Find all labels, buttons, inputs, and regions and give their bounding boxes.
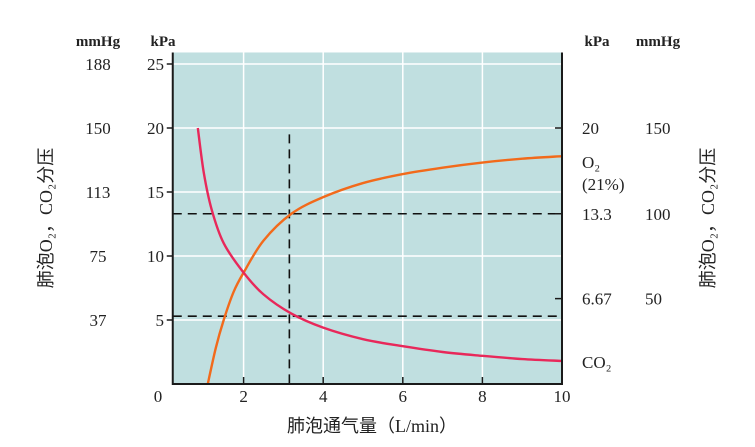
plot-area (172, 52, 563, 384)
right-kpa-tick-label: 13.3 (582, 205, 612, 224)
co2-curve (196, 127, 563, 363)
tick-labels: 2 4 6 8 10 25 188 20 150 15 113 10 75 5 37 20 150 13.3 100… (85, 55, 670, 406)
x-axis-label: 肺泡通气量（L/min） (287, 416, 457, 436)
series-label-o2-percent: (21%) (582, 175, 624, 194)
curves (196, 127, 563, 385)
x-tick-label: 8 (478, 387, 487, 406)
right-mmhg-tick-label: 150 (645, 119, 671, 138)
reference-lines (172, 134, 562, 384)
left-kpa-tick-label: 20 (147, 119, 164, 138)
right-mmhg-tick-label: 50 (645, 290, 662, 309)
axes (166, 52, 563, 385)
origin-label: 0 (154, 387, 163, 406)
grid (172, 52, 562, 384)
right-mmhg-tick-label: 100 (645, 205, 671, 224)
left-kpa-tick-label: 25 (147, 55, 164, 74)
left-mmhg-tick-label: 113 (86, 183, 111, 202)
right-mmhg-unit: mmHg (636, 34, 681, 50)
series-label-o2: O₂ (582, 153, 600, 172)
axis-frame (171, 52, 563, 385)
x-tick-label: 4 (319, 387, 328, 406)
left-kpa-tick-label: 15 (147, 183, 164, 202)
series-label-co2: CO₂ (582, 353, 612, 372)
left-mmhg-unit: mmHg (76, 34, 121, 50)
left-kpa-unit: kPa (150, 34, 176, 50)
left-mmhg-tick-label: 188 (85, 55, 111, 74)
x-tick-label: 10 (554, 387, 571, 406)
left-kpa-tick-label: 5 (156, 311, 165, 330)
o2-curve (206, 154, 563, 385)
left-kpa-tick-label: 10 (147, 247, 164, 266)
right-kpa-unit: kPa (584, 34, 610, 50)
right-kpa-tick-label: 20 (582, 119, 599, 138)
left-mmhg-tick-label: 75 (90, 247, 107, 266)
right-kpa-tick-label: 6.67 (582, 290, 612, 309)
left-mmhg-tick-label: 150 (85, 119, 111, 138)
y-axis-label-right: 肺泡O₂，CO₂分压 (698, 148, 718, 289)
left-mmhg-tick-label: 37 (90, 311, 108, 330)
y-axis-label-left: 肺泡O₂，CO₂分压 (36, 148, 56, 289)
x-tick-label: 2 (239, 387, 248, 406)
x-tick-label: 6 (399, 387, 408, 406)
